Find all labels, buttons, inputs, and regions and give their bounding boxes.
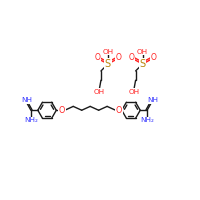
Text: NH₂: NH₂ xyxy=(24,117,38,123)
Text: S: S xyxy=(139,59,146,69)
Text: O: O xyxy=(59,106,65,115)
Text: OH: OH xyxy=(102,49,113,55)
Text: O: O xyxy=(115,106,122,115)
Text: O: O xyxy=(94,53,100,62)
Text: O: O xyxy=(150,53,156,62)
Text: NH: NH xyxy=(21,97,32,103)
Text: OH: OH xyxy=(137,49,148,55)
Text: OH: OH xyxy=(94,89,105,95)
Text: OH: OH xyxy=(129,89,140,95)
Text: NH₂: NH₂ xyxy=(140,117,154,123)
Text: S: S xyxy=(105,59,111,69)
Text: NH: NH xyxy=(147,97,158,103)
Text: O: O xyxy=(116,53,122,62)
Text: O: O xyxy=(129,53,135,62)
